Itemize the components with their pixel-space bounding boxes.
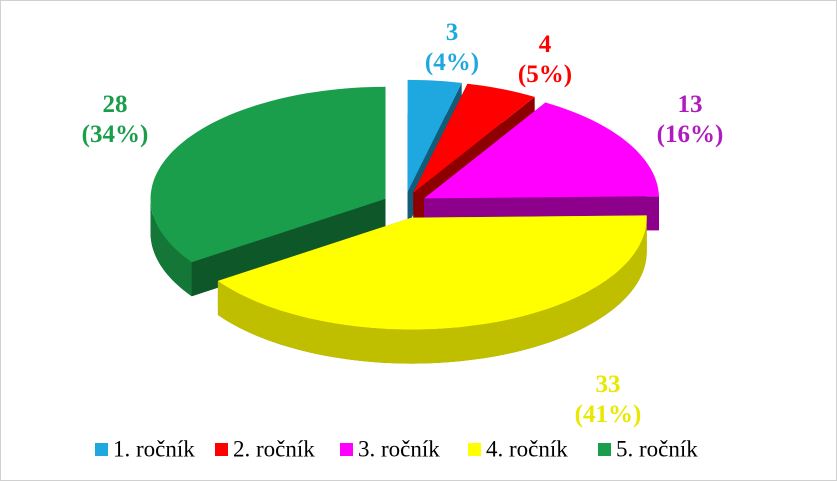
slice-side	[150, 198, 192, 297]
data-label: (41%)	[575, 401, 642, 428]
slice-top	[413, 83, 535, 193]
legend-label: 5. ročník	[616, 436, 698, 461]
slice-top	[407, 79, 462, 192]
slice-top	[217, 215, 647, 330]
data-label: (34%)	[82, 121, 149, 148]
data-label: 33	[596, 371, 621, 398]
legend-swatch	[468, 443, 481, 456]
slice-side	[191, 198, 386, 297]
data-label: (5%)	[518, 61, 572, 88]
slice	[150, 86, 386, 297]
legend-swatch	[215, 443, 228, 456]
slice-top	[424, 102, 659, 199]
legend-swatch	[95, 443, 108, 456]
legend-label: 3. ročník	[358, 436, 440, 461]
data-label: 3	[446, 19, 459, 46]
legend-label: 1. ročník	[113, 436, 195, 461]
legend-swatch	[598, 443, 611, 456]
data-label: 4	[539, 31, 552, 58]
legend-swatch	[340, 443, 353, 456]
data-label: 13	[678, 91, 703, 118]
legend-label: 4. ročník	[486, 436, 568, 461]
slice-top	[150, 86, 386, 263]
data-label: 28	[103, 91, 128, 118]
slice	[217, 215, 647, 364]
legend-label: 2. ročník	[233, 436, 315, 461]
data-label: (4%)	[425, 49, 479, 76]
data-label: (16%)	[657, 121, 724, 148]
slice-side	[217, 217, 647, 364]
slice	[424, 102, 659, 233]
